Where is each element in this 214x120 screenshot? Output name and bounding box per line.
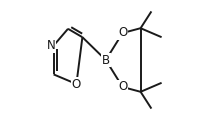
Text: N: N [47, 39, 55, 52]
Text: O: O [72, 78, 81, 90]
Text: O: O [118, 81, 127, 93]
Text: O: O [118, 27, 127, 39]
Text: B: B [102, 54, 110, 66]
